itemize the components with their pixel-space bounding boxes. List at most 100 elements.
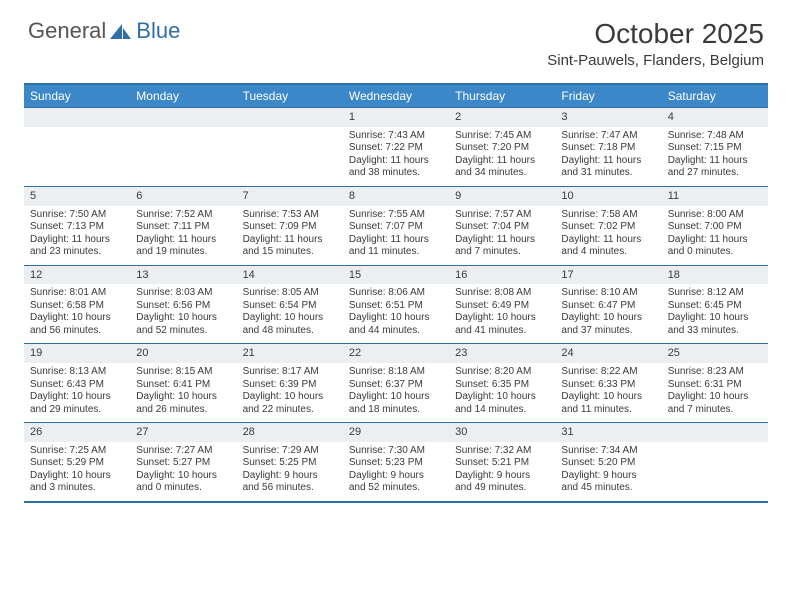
sunrise-text: Sunrise: 7:52 AM: [136, 209, 230, 222]
daylight-text: Daylight: 10 hours and 52 minutes.: [136, 312, 230, 337]
day-details: Sunrise: 7:27 AMSunset: 5:27 PMDaylight:…: [130, 442, 236, 501]
week-row: 12Sunrise: 8:01 AMSunset: 6:58 PMDayligh…: [24, 265, 768, 344]
day-details: Sunrise: 8:10 AMSunset: 6:47 PMDaylight:…: [555, 284, 661, 343]
day-number: 29: [343, 423, 449, 442]
day-number: 30: [449, 423, 555, 442]
page-header: General Blue October 2025 Sint-Pauwels, …: [0, 0, 792, 75]
day-number: 17: [555, 266, 661, 285]
day-number: 13: [130, 266, 236, 285]
daylight-text: Daylight: 10 hours and 48 minutes.: [243, 312, 337, 337]
day-details: Sunrise: 7:30 AMSunset: 5:23 PMDaylight:…: [343, 442, 449, 501]
day-number: 11: [662, 187, 768, 206]
day-details: Sunrise: 8:05 AMSunset: 6:54 PMDaylight:…: [237, 284, 343, 343]
day-number: 16: [449, 266, 555, 285]
daylight-text: Daylight: 10 hours and 41 minutes.: [455, 312, 549, 337]
sunrise-text: Sunrise: 8:13 AM: [30, 366, 124, 379]
day-cell: 13Sunrise: 8:03 AMSunset: 6:56 PMDayligh…: [130, 266, 236, 344]
daylight-text: Daylight: 10 hours and 18 minutes.: [349, 391, 443, 416]
day-details: [130, 127, 236, 136]
day-cell: 8Sunrise: 7:55 AMSunset: 7:07 PMDaylight…: [343, 187, 449, 265]
sunrise-text: Sunrise: 7:55 AM: [349, 209, 443, 222]
day-number: 1: [343, 108, 449, 127]
day-cell: 29Sunrise: 7:30 AMSunset: 5:23 PMDayligh…: [343, 423, 449, 501]
sunset-text: Sunset: 7:22 PM: [349, 142, 443, 155]
daylight-text: Daylight: 11 hours and 4 minutes.: [561, 234, 655, 259]
sunrise-text: Sunrise: 8:23 AM: [668, 366, 762, 379]
day-header: Wednesday: [343, 85, 449, 107]
sunrise-text: Sunrise: 7:45 AM: [455, 130, 549, 143]
day-cell: [24, 108, 130, 186]
sunrise-text: Sunrise: 8:17 AM: [243, 366, 337, 379]
logo: General Blue: [28, 18, 180, 44]
day-header: Friday: [555, 85, 661, 107]
day-cell: 19Sunrise: 8:13 AMSunset: 6:43 PMDayligh…: [24, 344, 130, 422]
day-cell: 26Sunrise: 7:25 AMSunset: 5:29 PMDayligh…: [24, 423, 130, 501]
day-number: [237, 108, 343, 127]
daylight-text: Daylight: 10 hours and 22 minutes.: [243, 391, 337, 416]
daylight-text: Daylight: 11 hours and 38 minutes.: [349, 155, 443, 180]
sunrise-text: Sunrise: 7:57 AM: [455, 209, 549, 222]
sunset-text: Sunset: 7:15 PM: [668, 142, 762, 155]
day-details: Sunrise: 7:32 AMSunset: 5:21 PMDaylight:…: [449, 442, 555, 501]
day-cell: 23Sunrise: 8:20 AMSunset: 6:35 PMDayligh…: [449, 344, 555, 422]
day-number: [662, 423, 768, 442]
sunrise-text: Sunrise: 8:15 AM: [136, 366, 230, 379]
day-details: [662, 442, 768, 451]
day-cell: 28Sunrise: 7:29 AMSunset: 5:25 PMDayligh…: [237, 423, 343, 501]
day-details: Sunrise: 8:00 AMSunset: 7:00 PMDaylight:…: [662, 206, 768, 265]
daylight-text: Daylight: 9 hours and 52 minutes.: [349, 470, 443, 495]
logo-text-blue: Blue: [136, 18, 180, 44]
day-header: Saturday: [662, 85, 768, 107]
day-number: 26: [24, 423, 130, 442]
daylight-text: Daylight: 9 hours and 56 minutes.: [243, 470, 337, 495]
day-details: [237, 127, 343, 136]
sunset-text: Sunset: 6:58 PM: [30, 300, 124, 313]
sunset-text: Sunset: 7:13 PM: [30, 221, 124, 234]
sunset-text: Sunset: 6:47 PM: [561, 300, 655, 313]
daylight-text: Daylight: 10 hours and 29 minutes.: [30, 391, 124, 416]
day-details: Sunrise: 8:17 AMSunset: 6:39 PMDaylight:…: [237, 363, 343, 422]
day-details: [24, 127, 130, 136]
day-number: 18: [662, 266, 768, 285]
sunrise-text: Sunrise: 7:50 AM: [30, 209, 124, 222]
daylight-text: Daylight: 11 hours and 19 minutes.: [136, 234, 230, 259]
day-cell: 1Sunrise: 7:43 AMSunset: 7:22 PMDaylight…: [343, 108, 449, 186]
sunrise-text: Sunrise: 8:00 AM: [668, 209, 762, 222]
sunset-text: Sunset: 6:41 PM: [136, 379, 230, 392]
sunset-text: Sunset: 7:07 PM: [349, 221, 443, 234]
day-details: Sunrise: 8:06 AMSunset: 6:51 PMDaylight:…: [343, 284, 449, 343]
day-number: 28: [237, 423, 343, 442]
daylight-text: Daylight: 11 hours and 11 minutes.: [349, 234, 443, 259]
month-title: October 2025: [547, 18, 764, 50]
day-details: Sunrise: 8:23 AMSunset: 6:31 PMDaylight:…: [662, 363, 768, 422]
day-cell: 22Sunrise: 8:18 AMSunset: 6:37 PMDayligh…: [343, 344, 449, 422]
day-header-row: Sunday Monday Tuesday Wednesday Thursday…: [24, 85, 768, 107]
daylight-text: Daylight: 11 hours and 23 minutes.: [30, 234, 124, 259]
day-details: Sunrise: 7:29 AMSunset: 5:25 PMDaylight:…: [237, 442, 343, 501]
day-details: Sunrise: 7:47 AMSunset: 7:18 PMDaylight:…: [555, 127, 661, 186]
daylight-text: Daylight: 9 hours and 45 minutes.: [561, 470, 655, 495]
day-number: 25: [662, 344, 768, 363]
day-cell: 17Sunrise: 8:10 AMSunset: 6:47 PMDayligh…: [555, 266, 661, 344]
daylight-text: Daylight: 10 hours and 0 minutes.: [136, 470, 230, 495]
sunrise-text: Sunrise: 7:58 AM: [561, 209, 655, 222]
sunset-text: Sunset: 6:37 PM: [349, 379, 443, 392]
daylight-text: Daylight: 10 hours and 26 minutes.: [136, 391, 230, 416]
sunrise-text: Sunrise: 7:27 AM: [136, 445, 230, 458]
day-cell: 31Sunrise: 7:34 AMSunset: 5:20 PMDayligh…: [555, 423, 661, 501]
sunset-text: Sunset: 5:27 PM: [136, 457, 230, 470]
day-number: 22: [343, 344, 449, 363]
day-details: Sunrise: 8:15 AMSunset: 6:41 PMDaylight:…: [130, 363, 236, 422]
daylight-text: Daylight: 11 hours and 31 minutes.: [561, 155, 655, 180]
day-number: 20: [130, 344, 236, 363]
day-details: Sunrise: 8:13 AMSunset: 6:43 PMDaylight:…: [24, 363, 130, 422]
logo-text-general: General: [28, 18, 106, 44]
day-number: 9: [449, 187, 555, 206]
sunrise-text: Sunrise: 7:29 AM: [243, 445, 337, 458]
day-details: Sunrise: 7:55 AMSunset: 7:07 PMDaylight:…: [343, 206, 449, 265]
day-number: 19: [24, 344, 130, 363]
week-row: 5Sunrise: 7:50 AMSunset: 7:13 PMDaylight…: [24, 186, 768, 265]
sunset-text: Sunset: 5:25 PM: [243, 457, 337, 470]
sunset-text: Sunset: 5:23 PM: [349, 457, 443, 470]
day-cell: 20Sunrise: 8:15 AMSunset: 6:41 PMDayligh…: [130, 344, 236, 422]
